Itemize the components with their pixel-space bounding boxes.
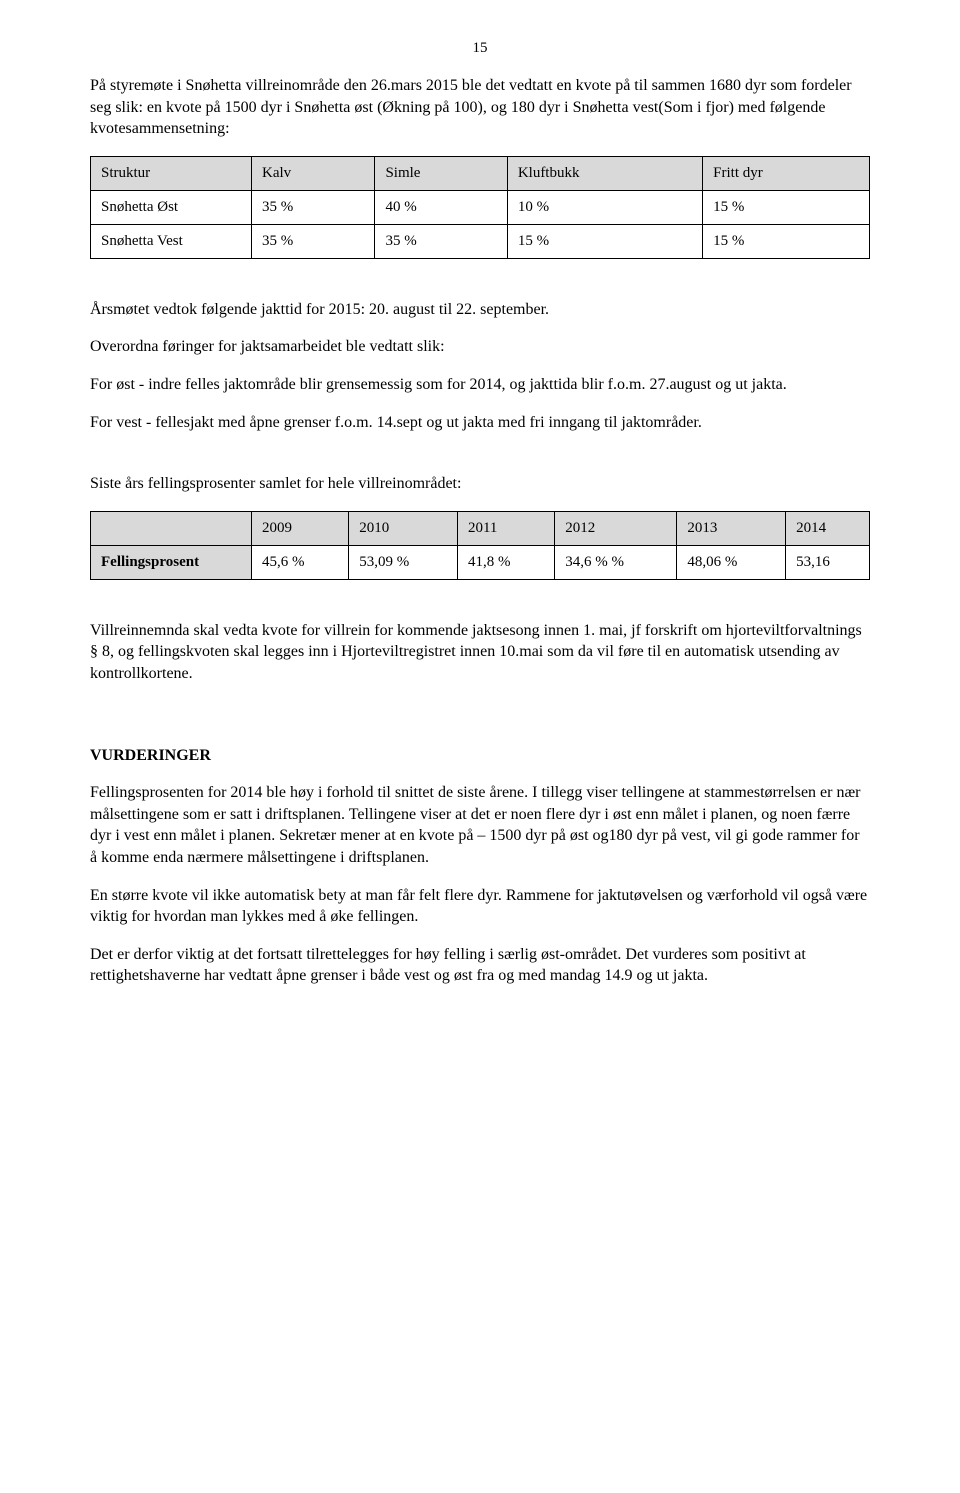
body-paragraph: Årsmøtet vedtok følgende jakttid for 201… xyxy=(90,299,870,321)
table-cell: 53,09 % xyxy=(349,545,458,579)
table-header-row: 2009 2010 2011 2012 2013 2014 xyxy=(91,511,870,545)
table-cell: 15 % xyxy=(703,190,870,224)
table-cell: 41,8 % xyxy=(457,545,554,579)
table-row: Snøhetta Vest 35 % 35 % 15 % 15 % xyxy=(91,224,870,258)
table-cell: 34,6 % % xyxy=(555,545,677,579)
table-row: Snøhetta Øst 35 % 40 % 10 % 15 % xyxy=(91,190,870,224)
table-cell: 53,16 xyxy=(786,545,870,579)
page-number: 15 xyxy=(90,40,870,57)
section-heading: VURDERINGER xyxy=(90,745,870,767)
table-cell: 40 % xyxy=(375,190,507,224)
table-header-cell: 2014 xyxy=(786,511,870,545)
table-row: Fellingsprosent 45,6 % 53,09 % 41,8 % 34… xyxy=(91,545,870,579)
body-paragraph: Fellingsprosenten for 2014 ble høy i for… xyxy=(90,782,870,868)
body-paragraph: Siste års fellingsprosenter samlet for h… xyxy=(90,473,870,495)
table-header-cell: 2011 xyxy=(457,511,554,545)
table-cell: 15 % xyxy=(703,224,870,258)
fellingsprosent-table: 2009 2010 2011 2012 2013 2014 Fellingspr… xyxy=(90,511,870,580)
body-paragraph: For vest - fellesjakt med åpne grenser f… xyxy=(90,412,870,434)
body-paragraph: På styremøte i Snøhetta villreinområde d… xyxy=(90,75,870,140)
table-header-cell xyxy=(91,511,252,545)
table-cell: Snøhetta Øst xyxy=(91,190,252,224)
table-cell: 35 % xyxy=(375,224,507,258)
table-header-cell: 2013 xyxy=(677,511,786,545)
table-cell: 48,06 % xyxy=(677,545,786,579)
table-row-header: Fellingsprosent xyxy=(91,545,252,579)
body-paragraph: Overordna føringer for jaktsamarbeidet b… xyxy=(90,336,870,358)
table-header-cell: Kalv xyxy=(252,156,375,190)
table-header-cell: Simle xyxy=(375,156,507,190)
table-cell: 10 % xyxy=(507,190,702,224)
table-header-cell: Struktur xyxy=(91,156,252,190)
table-header-row: Struktur Kalv Simle Kluftbukk Fritt dyr xyxy=(91,156,870,190)
body-paragraph: Villreinnemnda skal vedta kvote for vill… xyxy=(90,620,870,685)
body-paragraph: For øst - indre felles jaktområde blir g… xyxy=(90,374,870,396)
table-cell: 45,6 % xyxy=(252,545,349,579)
kvote-table: Struktur Kalv Simle Kluftbukk Fritt dyr … xyxy=(90,156,870,259)
table-header-cell: Kluftbukk xyxy=(507,156,702,190)
body-paragraph: Det er derfor viktig at det fortsatt til… xyxy=(90,944,870,987)
document-page: 15 På styremøte i Snøhetta villreinområd… xyxy=(0,0,960,1063)
table-header-cell: Fritt dyr xyxy=(703,156,870,190)
table-cell: 35 % xyxy=(252,224,375,258)
table-header-cell: 2009 xyxy=(252,511,349,545)
body-paragraph: En større kvote vil ikke automatisk bety… xyxy=(90,885,870,928)
table-cell: 35 % xyxy=(252,190,375,224)
table-header-cell: 2010 xyxy=(349,511,458,545)
table-cell: 15 % xyxy=(507,224,702,258)
table-cell: Snøhetta Vest xyxy=(91,224,252,258)
table-header-cell: 2012 xyxy=(555,511,677,545)
